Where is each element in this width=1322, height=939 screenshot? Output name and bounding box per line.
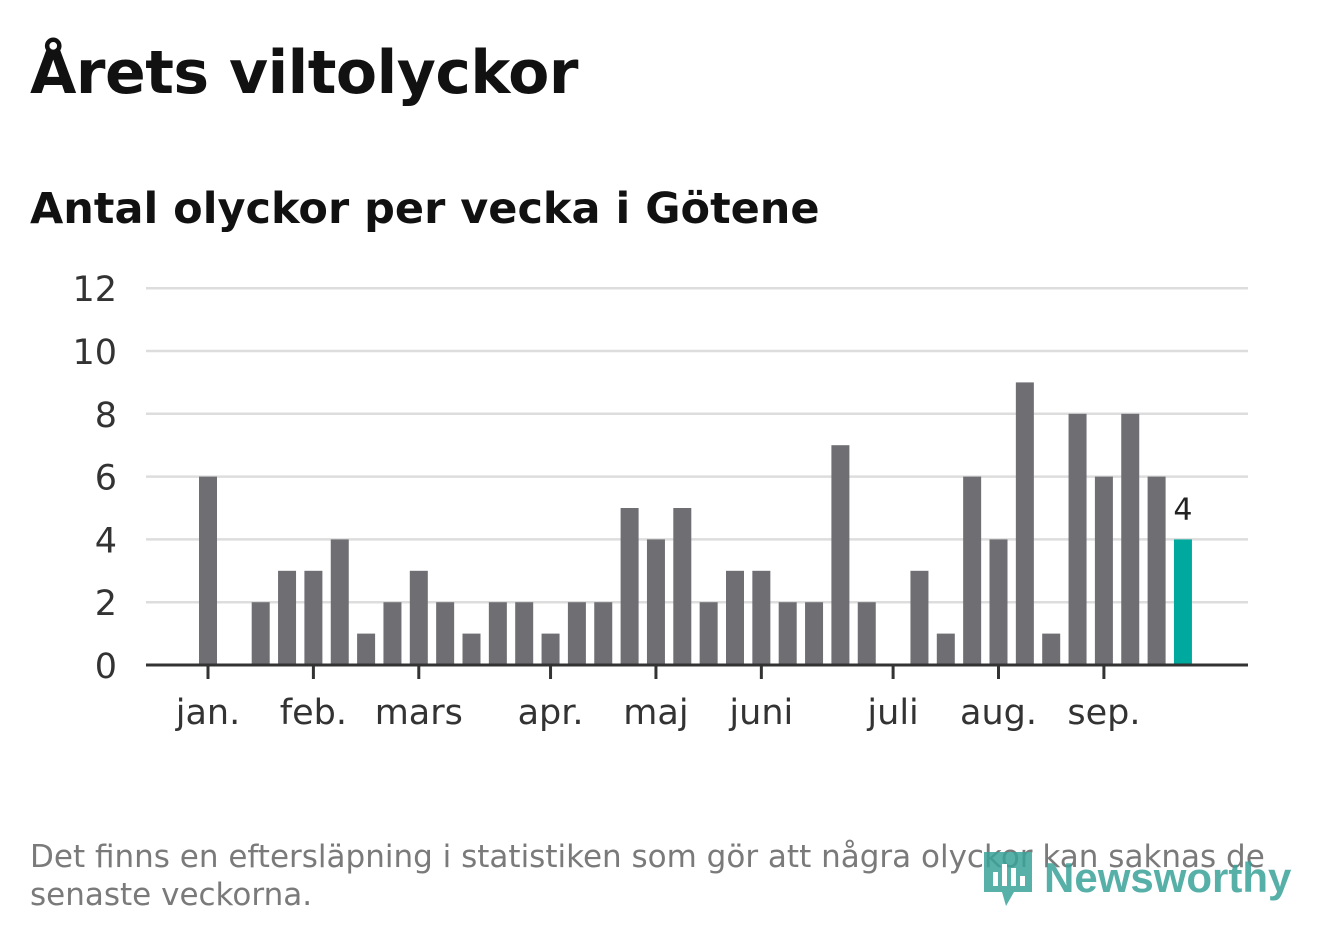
newsworthy-logo-icon	[984, 852, 1032, 906]
bar-chart: 0 2 4 6 8 10 12 jan. feb. mars apr. maj juni juli aug…	[72, 270, 1248, 733]
bar-week-38	[1173, 539, 1192, 665]
bar-week-16	[594, 602, 613, 665]
y-tick-label: 8	[95, 396, 117, 436]
x-tick-label: feb.	[280, 693, 347, 733]
bar-week-25	[831, 445, 850, 665]
newsworthy-logo: Newsworthy	[980, 846, 1291, 910]
x-tick-label: juli	[866, 693, 918, 733]
x-tick-label: maj	[623, 693, 688, 733]
highlight-value-label: 4	[1173, 492, 1192, 527]
bar-week-31	[989, 539, 1008, 665]
bar-week-21	[726, 570, 744, 665]
y-tick-label: 4	[95, 521, 117, 561]
bar-week-5	[304, 570, 323, 665]
bar-week-35	[1094, 476, 1113, 665]
bar-week-9	[409, 570, 428, 665]
footnote: Det finns en eftersläpning i statistiken…	[30, 839, 1265, 913]
bar-week-8	[383, 602, 402, 665]
bar-week-14	[541, 633, 560, 665]
x-tick-label: jan.	[175, 693, 240, 733]
bar-week-4	[278, 570, 297, 665]
x-tick-label: sep.	[1067, 693, 1140, 733]
y-tick-label: 12	[72, 270, 117, 310]
y-tick-label: 2	[95, 584, 117, 624]
y-tick-label: 0	[95, 647, 117, 687]
bar-week-26	[857, 602, 876, 665]
bar-week-6	[330, 539, 349, 665]
bar-week-10	[436, 602, 455, 665]
y-tick-label: 10	[72, 333, 117, 373]
bar-week-12	[488, 602, 507, 665]
x-tick-label: apr.	[518, 693, 584, 733]
bar-week-18	[646, 539, 665, 665]
chart-subtitle: Antal olyckor per vecka i Götene	[30, 184, 820, 234]
bar-week-24	[805, 602, 824, 665]
bar-week-1	[199, 476, 217, 665]
bars	[199, 382, 1192, 665]
bar-week-23	[778, 602, 797, 665]
bar-week-17	[620, 508, 639, 665]
bar-week-34	[1068, 413, 1087, 665]
y-axis-labels: 0 2 4 6 8 10 12	[72, 270, 117, 687]
bar-week-20	[699, 602, 718, 665]
bar-week-15	[567, 602, 586, 665]
bar-week-7	[357, 633, 376, 665]
bar-week-36	[1121, 413, 1140, 665]
bar-week-19	[673, 508, 692, 665]
bar-week-13	[515, 602, 534, 665]
x-tick-label: aug.	[960, 693, 1037, 733]
bar-week-33	[1042, 633, 1061, 665]
annotations: 4	[1173, 492, 1192, 527]
x-tick-label: juni	[728, 693, 793, 733]
bar-week-32	[1015, 382, 1034, 665]
bar-week-29	[936, 633, 955, 665]
bar-week-3	[251, 602, 270, 665]
bar-week-11	[462, 633, 481, 665]
bar-week-22	[752, 570, 771, 665]
bar-week-37	[1147, 476, 1166, 665]
bar-week-28	[910, 570, 929, 665]
y-tick-label: 6	[95, 459, 117, 499]
bar-week-30	[963, 476, 982, 665]
newsworthy-logo-text: Newsworthy	[1044, 854, 1292, 901]
x-axis: jan. feb. mars apr. maj juni juli aug. sep.	[146, 663, 1248, 733]
grid-lines	[146, 286, 1248, 604]
chart-title: Årets viltolyckor	[30, 38, 579, 108]
x-tick-label: mars	[375, 693, 463, 733]
